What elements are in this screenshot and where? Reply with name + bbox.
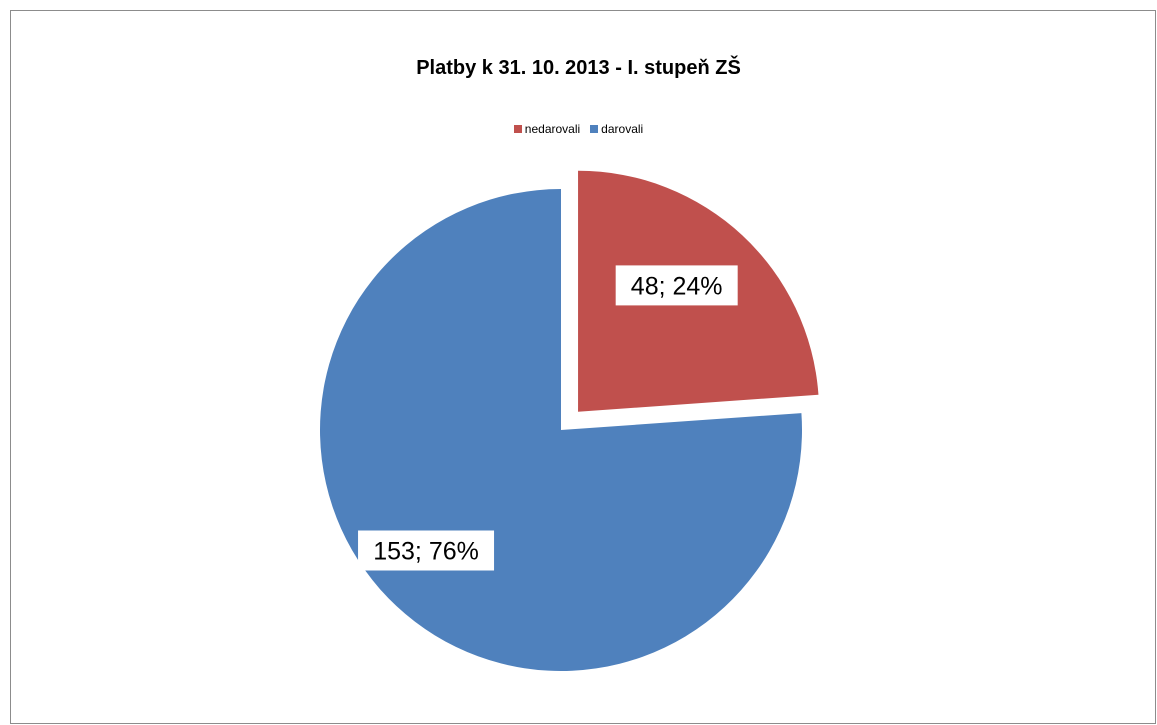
data-label-box-darovali — [358, 530, 495, 571]
legend-label-darovali: darovali — [601, 122, 644, 136]
legend-item-darovali: darovali — [590, 122, 643, 136]
data-label-nedarovali: 48; 24% — [631, 272, 723, 300]
legend-label-nedarovali: nedarovali — [524, 122, 581, 136]
data-label-darovali: 153; 76% — [373, 538, 479, 566]
data-label-box-nedarovali — [615, 265, 738, 306]
chart-legend: nedarovali darovali — [0, 122, 1157, 136]
chart-title: Platby k 31. 10. 2013 - I. stupeň ZŠ — [416, 57, 741, 79]
legend-swatch-darovali — [590, 125, 599, 133]
legend-item-nedarovali: nedarovali — [513, 122, 581, 136]
legend-swatch-nedarovali — [513, 125, 522, 133]
